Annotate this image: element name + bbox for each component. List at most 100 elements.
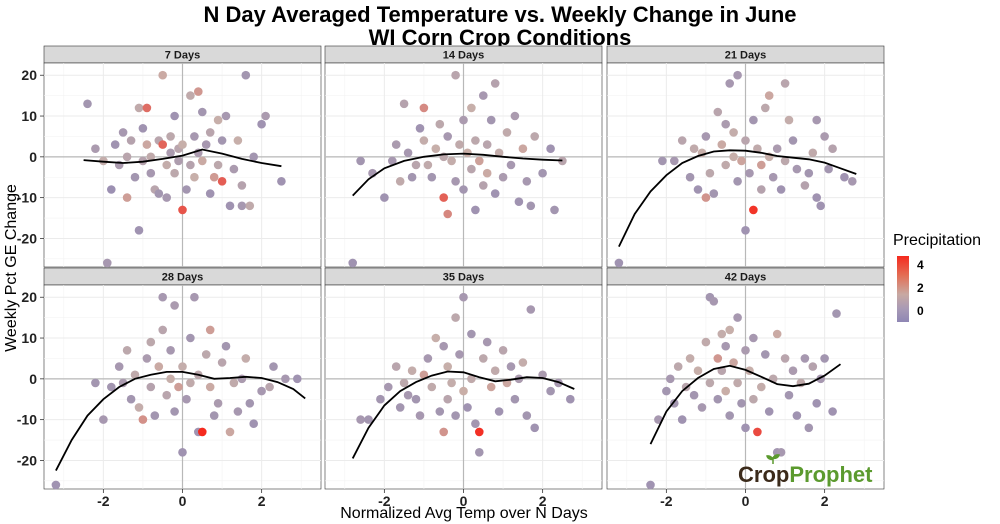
data-point bbox=[166, 346, 175, 355]
data-point bbox=[741, 423, 750, 433]
data-point bbox=[820, 132, 829, 141]
y-tick-label: 0 bbox=[29, 371, 37, 387]
data-point bbox=[391, 140, 401, 149]
data-point bbox=[749, 205, 758, 215]
data-point bbox=[808, 362, 818, 371]
data-point bbox=[209, 172, 219, 182]
data-point bbox=[717, 140, 727, 149]
data-point bbox=[490, 189, 500, 198]
data-point bbox=[463, 148, 472, 158]
data-point bbox=[737, 399, 746, 408]
data-point bbox=[233, 136, 243, 145]
data-point bbox=[178, 448, 187, 457]
data-point bbox=[475, 448, 484, 457]
data-point bbox=[241, 354, 251, 363]
data-point bbox=[741, 136, 750, 145]
data-point bbox=[146, 168, 156, 178]
data-point bbox=[118, 128, 128, 137]
data-point bbox=[265, 382, 274, 392]
data-point bbox=[729, 128, 738, 137]
data-point bbox=[780, 354, 790, 363]
data-point bbox=[741, 226, 750, 235]
x-axis-label: Normalized Avg Temp over N Days bbox=[340, 505, 588, 522]
data-point bbox=[221, 111, 231, 121]
data-point bbox=[423, 160, 433, 170]
data-point bbox=[455, 350, 464, 359]
facet-label: 7 Days bbox=[165, 50, 200, 62]
data-point bbox=[693, 185, 703, 194]
data-point bbox=[709, 189, 719, 198]
data-point bbox=[713, 394, 723, 404]
data-point bbox=[190, 132, 199, 141]
data-point bbox=[772, 329, 782, 339]
data-point bbox=[91, 378, 100, 388]
data-point bbox=[388, 156, 397, 166]
data-point bbox=[245, 399, 255, 408]
data-point bbox=[713, 107, 723, 117]
data-point bbox=[828, 407, 837, 416]
data-point bbox=[522, 177, 532, 186]
data-point bbox=[415, 124, 425, 133]
data-point bbox=[245, 201, 255, 211]
panel-21-days: 21 Days bbox=[606, 45, 885, 268]
data-point bbox=[178, 362, 187, 371]
data-point bbox=[467, 374, 476, 384]
data-point bbox=[733, 70, 742, 80]
facet-label: 42 Days bbox=[725, 272, 767, 284]
data-point bbox=[395, 403, 405, 412]
data-point bbox=[808, 148, 818, 158]
data-point bbox=[788, 136, 798, 145]
data-point bbox=[225, 427, 235, 437]
data-point bbox=[725, 325, 734, 335]
data-point bbox=[705, 378, 715, 388]
data-point bbox=[518, 358, 528, 367]
data-point bbox=[170, 111, 179, 121]
data-point bbox=[237, 181, 247, 190]
data-point bbox=[158, 325, 167, 335]
data-point bbox=[356, 156, 365, 166]
data-point bbox=[486, 115, 496, 125]
data-point bbox=[757, 185, 766, 194]
data-point bbox=[198, 107, 207, 117]
data-point bbox=[522, 411, 532, 420]
data-point bbox=[482, 168, 492, 178]
data-point bbox=[186, 160, 195, 170]
facet-label: 35 Days bbox=[443, 272, 485, 284]
data-point bbox=[721, 160, 730, 170]
data-point bbox=[447, 156, 456, 166]
data-point bbox=[146, 152, 156, 162]
data-point bbox=[419, 136, 429, 145]
data-point bbox=[190, 172, 199, 182]
brand-part2: Prophet bbox=[789, 462, 873, 487]
data-point bbox=[178, 205, 187, 215]
data-point bbox=[213, 115, 223, 125]
data-point bbox=[832, 309, 841, 318]
y-tick-label: -10 bbox=[17, 412, 37, 428]
data-point bbox=[764, 407, 774, 416]
data-point bbox=[530, 423, 539, 433]
data-point bbox=[804, 423, 814, 433]
data-point bbox=[749, 115, 758, 125]
data-point bbox=[103, 258, 112, 268]
data-point bbox=[142, 103, 152, 113]
data-point bbox=[646, 480, 655, 490]
data-point bbox=[182, 185, 191, 194]
data-point bbox=[174, 382, 183, 392]
y-tick-label: -10 bbox=[17, 190, 37, 206]
data-point bbox=[685, 172, 695, 182]
data-point bbox=[83, 99, 92, 109]
data-point bbox=[709, 297, 719, 306]
data-point bbox=[451, 411, 460, 420]
data-point bbox=[800, 354, 810, 363]
data-point bbox=[277, 177, 286, 186]
data-point bbox=[486, 382, 496, 392]
data-point bbox=[812, 115, 821, 125]
data-point bbox=[439, 193, 449, 202]
data-point bbox=[166, 148, 175, 158]
data-point bbox=[186, 378, 195, 388]
data-point bbox=[670, 156, 679, 166]
legend-tick-label: 2 bbox=[917, 280, 924, 295]
data-point bbox=[658, 156, 667, 166]
data-point bbox=[403, 390, 413, 400]
smooth-fit-line bbox=[649, 363, 842, 445]
